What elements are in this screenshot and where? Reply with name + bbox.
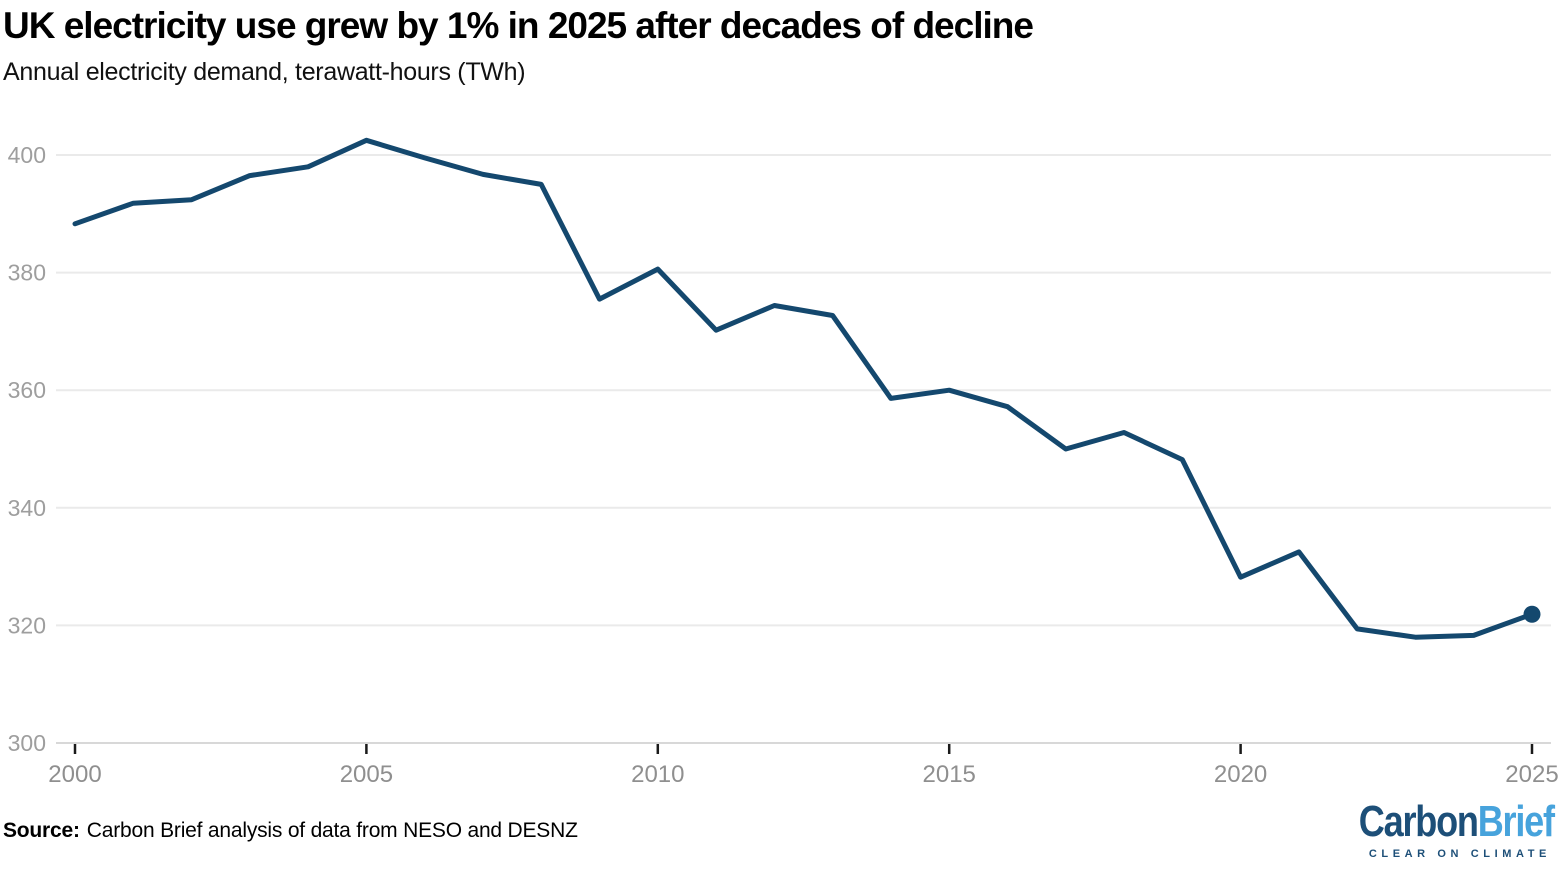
x-tick-label: 2025 (1505, 761, 1558, 788)
chart-subtitle: Annual electricity demand, terawatt-hour… (3, 58, 526, 86)
chart-title: UK electricity use grew by 1% in 2025 af… (3, 5, 1034, 46)
x-tick-label: 2020 (1214, 761, 1267, 788)
carbonbrief-logo: CarbonBrief CLEAR ON CLIMATE (1316, 797, 1555, 860)
y-tick-label: 360 (8, 377, 46, 403)
source-label: Source: (3, 819, 80, 842)
y-tick-label: 400 (8, 142, 46, 168)
source-text: Carbon Brief analysis of data from NESO … (86, 819, 578, 842)
x-tick-label: 2005 (340, 761, 393, 788)
y-tick-label: 300 (8, 730, 46, 756)
logo-tagline: CLEAR ON CLIMATE (1368, 848, 1551, 860)
y-tick-label: 340 (8, 495, 46, 521)
y-tick-label: 320 (8, 612, 46, 638)
x-tick-label: 2010 (631, 761, 684, 788)
x-tick-label: 2015 (923, 761, 976, 788)
logo-carbon: Carbon (1359, 797, 1479, 846)
demand-line (72, 137, 1535, 640)
logo-brief: Brief (1477, 797, 1555, 846)
logo-wordmark: CarbonBrief (1359, 797, 1555, 847)
source-line: Source: Carbon Brief analysis of data fro… (3, 819, 578, 843)
y-tick-label: 380 (8, 260, 46, 286)
endpoint-dot (1523, 605, 1541, 623)
x-tick-label: 2000 (48, 761, 101, 788)
